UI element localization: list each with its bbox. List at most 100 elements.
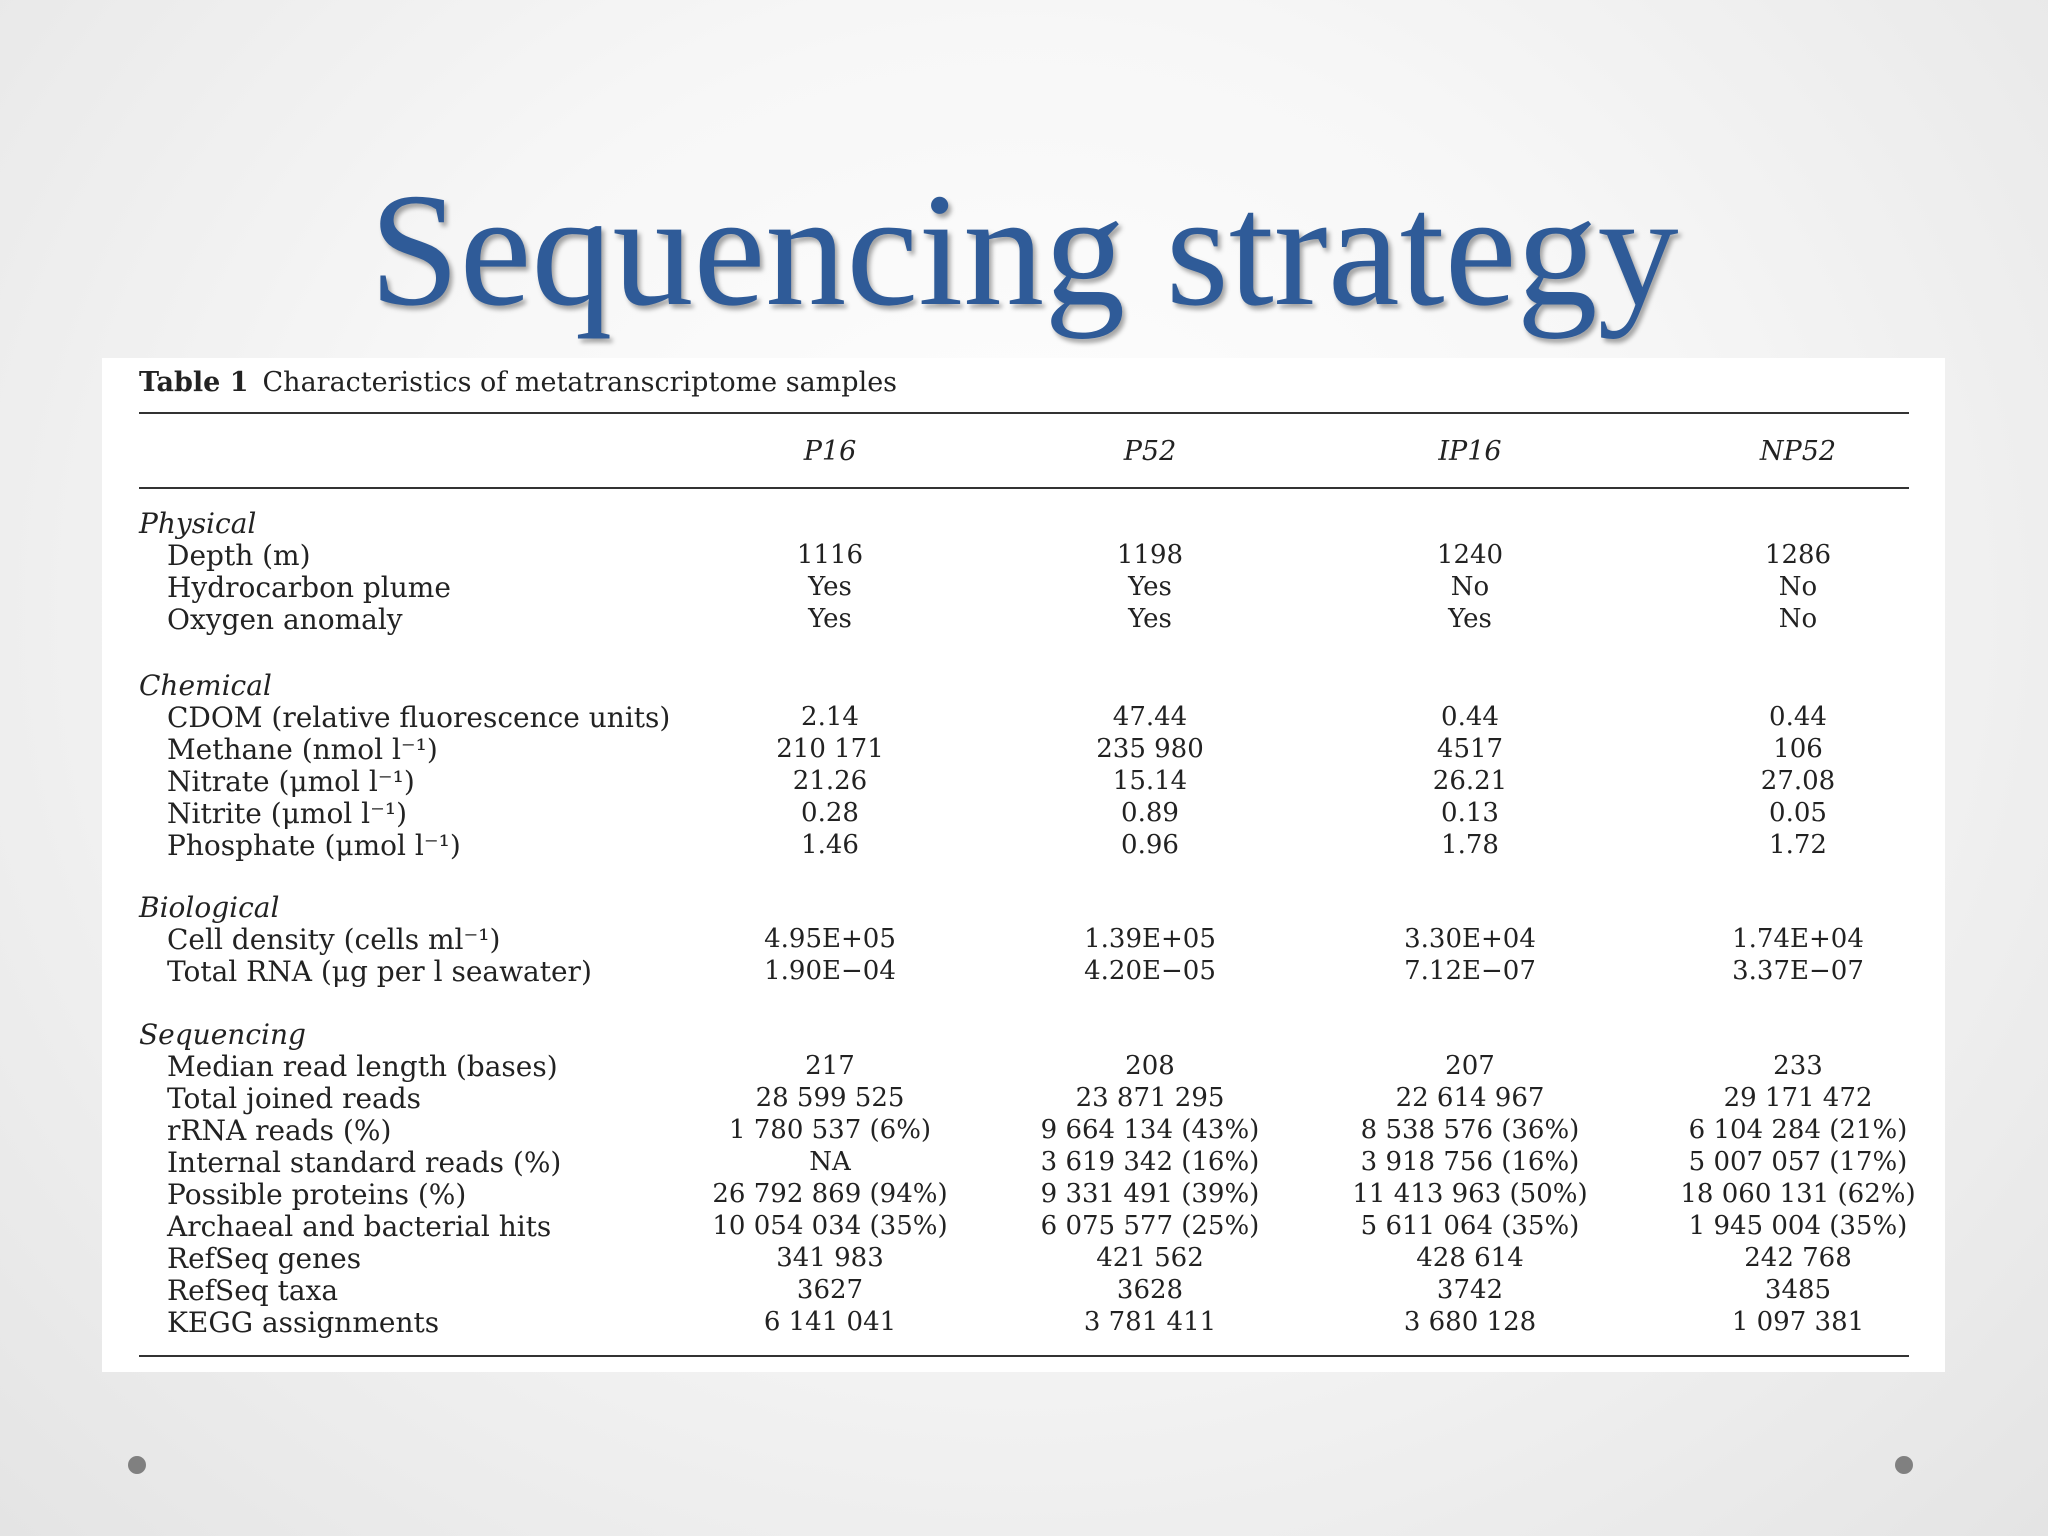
table-cell: 421 562 — [1096, 1243, 1204, 1273]
table-cell: 11 413 963 (50%) — [1352, 1179, 1588, 1209]
table-top-rule — [139, 412, 1909, 414]
section-title: Chemical — [139, 669, 272, 702]
table-cell: Yes — [1128, 572, 1172, 602]
table-cell: 235 980 — [1096, 734, 1204, 764]
table-caption: Table 1 Characteristics of metatranscript… — [139, 367, 897, 398]
table-header-rule — [139, 487, 1909, 489]
table-cell: 4517 — [1436, 734, 1504, 764]
table-cell: 208 — [1125, 1051, 1175, 1081]
row-label: Cell density (cells ml⁻¹) — [167, 923, 501, 956]
table-cell: 341 983 — [776, 1243, 884, 1273]
table-cell: 106 — [1773, 734, 1823, 764]
table-cell: 210 171 — [776, 734, 884, 764]
table-cell: 5 007 057 (17%) — [1688, 1147, 1908, 1177]
table-cell: 1.74E+04 — [1732, 924, 1864, 954]
column-header-ip16: IP16 — [1438, 436, 1502, 467]
table-cell: No — [1450, 572, 1490, 602]
table-cell: 9 331 491 (39%) — [1040, 1179, 1260, 1209]
table-cell: Yes — [1448, 604, 1492, 634]
slide-title: Sequencing strategy — [369, 161, 1679, 340]
row-label: RefSeq taxa — [167, 1274, 339, 1307]
section-title: Biological — [139, 891, 280, 924]
table-cell: NA — [809, 1147, 851, 1177]
row-label: Methane (nmol l⁻¹) — [167, 733, 438, 766]
row-label: KEGG assignments — [167, 1306, 440, 1339]
table-cell: 26 792 869 (94%) — [712, 1179, 948, 1209]
table-cell: 3.37E−07 — [1732, 956, 1864, 986]
table-cell: 9 664 134 (43%) — [1040, 1115, 1260, 1145]
table-cell: 6 141 041 — [763, 1307, 897, 1337]
table-cell: 1.46 — [801, 830, 859, 860]
table-cell: 0.28 — [801, 798, 859, 828]
row-label: Total RNA (μg per l seawater) — [167, 955, 592, 988]
row-label: Nitrate (μmol l⁻¹) — [167, 765, 415, 798]
table-cell: 3 781 411 — [1083, 1307, 1217, 1337]
table-cell: 7.12E−07 — [1404, 956, 1536, 986]
table-cell: 18 060 131 (62%) — [1680, 1179, 1916, 1209]
table-cell: Yes — [808, 604, 852, 634]
table-cell: 1 945 004 (35%) — [1688, 1211, 1908, 1241]
table-cell: Yes — [1128, 604, 1172, 634]
table-cell: 21.26 — [792, 766, 868, 796]
table-cell: 1286 — [1764, 540, 1832, 570]
table-cell: 1 097 381 — [1731, 1307, 1865, 1337]
row-label: Possible proteins (%) — [167, 1178, 467, 1211]
table-cell: 1198 — [1116, 540, 1184, 570]
row-label: Phosphate (μmol l⁻¹) — [167, 829, 461, 862]
table-cell: 0.44 — [1769, 702, 1827, 732]
slide-decoration-dot-right — [1895, 1456, 1913, 1474]
table-cell: 0.13 — [1441, 798, 1499, 828]
table-cell: 217 — [805, 1051, 855, 1081]
table-cell: 428 614 — [1416, 1243, 1524, 1273]
table-cell: 8 538 576 (36%) — [1360, 1115, 1580, 1145]
row-label: RefSeq genes — [167, 1242, 362, 1275]
row-label: Internal standard reads (%) — [167, 1146, 562, 1179]
table-cell: 4.20E−05 — [1084, 956, 1216, 986]
table-cell: 4.95E+05 — [764, 924, 896, 954]
row-label: Total joined reads — [167, 1082, 422, 1115]
table-cell: 26.21 — [1432, 766, 1508, 796]
table-cell: 6 075 577 (25%) — [1040, 1211, 1260, 1241]
section-title: Physical — [139, 507, 257, 540]
table-panel — [102, 358, 1945, 1372]
table-cell: 15.14 — [1112, 766, 1188, 796]
table-cell: 1240 — [1436, 540, 1504, 570]
table-bottom-rule — [139, 1355, 1909, 1357]
table-cell: 3 680 128 — [1403, 1307, 1537, 1337]
column-header-p16: P16 — [803, 436, 857, 467]
table-cell: 1 780 537 (6%) — [728, 1115, 932, 1145]
table-cell: 207 — [1445, 1051, 1495, 1081]
table-cell: 0.05 — [1769, 798, 1827, 828]
row-label: Hydrocarbon plume — [167, 571, 451, 604]
row-label: Nitrite (μmol l⁻¹) — [167, 797, 408, 830]
row-label: Oxygen anomaly — [167, 603, 403, 636]
table-cell: 10 054 034 (35%) — [712, 1211, 948, 1241]
table-cell: 233 — [1773, 1051, 1823, 1081]
row-label: Median read length (bases) — [167, 1050, 558, 1083]
table-cell: 0.89 — [1121, 798, 1179, 828]
row-label: CDOM (relative fluorescence units) — [167, 701, 671, 734]
table-cell: 0.96 — [1121, 830, 1179, 860]
table-cell: 1116 — [796, 540, 864, 570]
table-cell: 242 768 — [1744, 1243, 1852, 1273]
table-cell: 47.44 — [1112, 702, 1188, 732]
row-label: rRNA reads (%) — [167, 1114, 392, 1147]
table-cell: 29 171 472 — [1723, 1083, 1873, 1113]
table-cell: 3.30E+04 — [1404, 924, 1536, 954]
table-cell: 3 619 342 (16%) — [1040, 1147, 1260, 1177]
column-header-p52: P52 — [1123, 436, 1177, 467]
table-cell: 3 918 756 (16%) — [1360, 1147, 1580, 1177]
table-cell: 3627 — [796, 1275, 864, 1305]
row-label: Archaeal and bacterial hits — [167, 1210, 552, 1243]
slide-decoration-dot-left — [128, 1456, 146, 1474]
column-header-np52: NP52 — [1759, 436, 1837, 467]
table-cell: 22 614 967 — [1395, 1083, 1545, 1113]
table-cell: 27.08 — [1760, 766, 1836, 796]
table-cell: 0.44 — [1441, 702, 1499, 732]
table-cell: No — [1778, 572, 1818, 602]
table-cell: 1.72 — [1769, 830, 1827, 860]
table-cell: No — [1778, 604, 1818, 634]
table-cell: 3628 — [1116, 1275, 1184, 1305]
row-label: Depth (m) — [167, 539, 311, 572]
table-cell: 3485 — [1764, 1275, 1832, 1305]
